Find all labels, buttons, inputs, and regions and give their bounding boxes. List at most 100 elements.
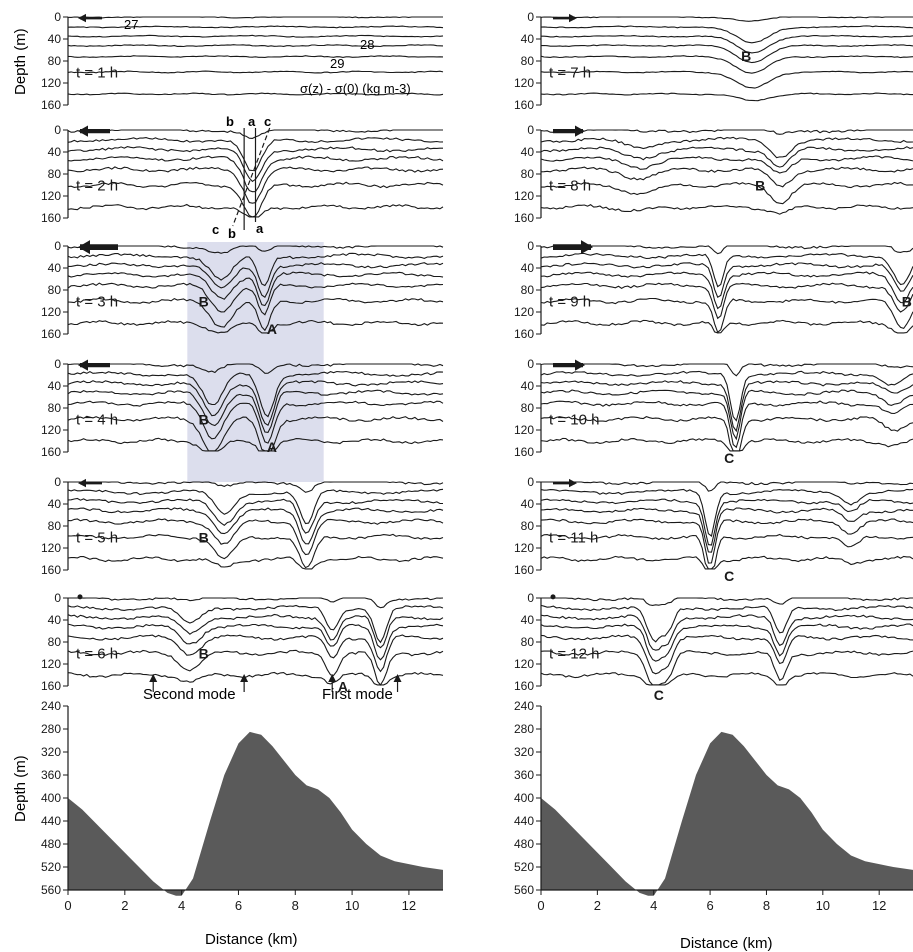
isopycnal-line xyxy=(67,518,444,556)
arrow-head xyxy=(78,359,88,371)
depth-tick-label: 40 xyxy=(48,613,62,627)
isopycnal-line xyxy=(540,146,913,168)
isopycnal-line xyxy=(540,136,913,159)
flow-arrow-right-icon xyxy=(553,13,577,23)
time-label: t = 6 h xyxy=(76,646,118,663)
section-mark-b-top: b xyxy=(226,114,234,129)
isopycnal-line xyxy=(67,671,444,686)
flow-arrow-left-icon xyxy=(78,478,102,488)
isopycnal-line xyxy=(540,555,913,570)
depth-tick-label: 0 xyxy=(527,357,534,371)
isopycnal-line xyxy=(540,498,913,546)
isopycnal-line xyxy=(540,634,913,675)
depth-tick-label: 80 xyxy=(521,283,535,297)
depth-tick-label: 40 xyxy=(521,145,535,159)
time-label: t = 1 h xyxy=(76,65,118,82)
feature-label-a: A xyxy=(267,439,277,455)
depth-tick-label: 0 xyxy=(54,239,61,253)
depth-tick-label: 40 xyxy=(521,613,535,627)
slack-tide-dot-icon xyxy=(550,594,556,600)
isopycnal-line xyxy=(67,370,444,418)
isopycnal-line xyxy=(67,34,444,38)
isopycnal-line xyxy=(540,437,913,452)
depth-tick-label: 80 xyxy=(521,635,535,649)
depth-tick-label: 120 xyxy=(41,541,61,555)
depth-tick-label: 160 xyxy=(41,445,61,459)
feature-label-a: A xyxy=(267,321,277,337)
depth-tick-label: 120 xyxy=(514,423,534,437)
depth-tick-label: 120 xyxy=(514,657,534,671)
bathymetry-tick-label: 440 xyxy=(514,814,534,828)
depth-tick-label: 80 xyxy=(48,167,62,181)
bathymetry-tick-label: 280 xyxy=(41,722,61,736)
section-line-c xyxy=(232,127,271,227)
isopycnal-line xyxy=(540,252,913,288)
isopycnal-line xyxy=(67,634,444,673)
arrow-head xyxy=(575,359,585,371)
arrow-head xyxy=(78,240,90,255)
isopycnal-line xyxy=(68,481,444,493)
depth-tick-label: 120 xyxy=(514,189,534,203)
depth-tick-label: 0 xyxy=(54,10,61,24)
second-mode-bracket xyxy=(149,674,249,692)
isopycnal-line xyxy=(540,614,913,651)
isopycnal-line xyxy=(541,481,913,492)
depth-tick-label: 120 xyxy=(41,657,61,671)
distance-tick-label: 4 xyxy=(650,898,657,913)
bracket-arrow xyxy=(240,674,249,682)
isopycnal-line xyxy=(540,415,913,452)
depth-tick-label: 0 xyxy=(527,239,534,253)
feature-label-c: C xyxy=(724,568,734,584)
isopycnal-line xyxy=(67,319,444,334)
depth-tick-label: 0 xyxy=(527,123,534,137)
isopycnal-line xyxy=(67,25,444,29)
feature-label-b: B xyxy=(199,412,209,428)
depth-tick-label: 40 xyxy=(48,379,62,393)
arrow-head xyxy=(78,125,88,137)
bathymetry-depth-axis-label: Depth (m) xyxy=(12,755,29,822)
isopycnal-label-28: 28 xyxy=(360,37,374,52)
isopycnal-line xyxy=(540,623,913,662)
distance-tick-label: 6 xyxy=(706,898,713,913)
feature-label-b: B xyxy=(199,530,209,546)
isopycnal-line xyxy=(540,518,913,564)
depth-tick-label: 160 xyxy=(514,563,534,577)
distance-tick-label: 0 xyxy=(64,898,71,913)
time-label: t = 7 h xyxy=(549,65,591,82)
feature-label-b: B xyxy=(902,294,912,310)
bathymetry-tick-label: 280 xyxy=(514,722,534,736)
isopycnal-label-27: 27 xyxy=(124,17,138,32)
isopycnal-line xyxy=(67,245,444,254)
isopycnal-line xyxy=(540,400,913,449)
isopycnal-line xyxy=(67,380,444,427)
distance-tick-label: 10 xyxy=(345,898,359,913)
bathymetry-tick-label: 360 xyxy=(514,768,534,782)
bathymetry-ridge xyxy=(68,731,443,896)
depth-tick-label: 160 xyxy=(41,211,61,225)
depth-tick-label: 120 xyxy=(41,189,61,203)
depth-tick-label: 160 xyxy=(514,679,534,693)
isopycnal-line xyxy=(540,650,913,686)
depth-tick-label: 120 xyxy=(41,423,61,437)
depth-tick-label: 80 xyxy=(48,54,62,68)
depth-tick-label: 0 xyxy=(54,123,61,137)
bathymetry-tick-label: 360 xyxy=(41,768,61,782)
feature-label-b: B xyxy=(199,646,209,662)
depth-tick-label: 0 xyxy=(527,591,534,605)
isopycnal-line xyxy=(67,282,444,316)
depth-tick-label: 120 xyxy=(41,305,61,319)
isopycnal-line xyxy=(540,604,913,643)
isopycnal-line xyxy=(67,488,444,525)
depth-tick-label: 160 xyxy=(514,211,534,225)
bathymetry-tick-label: 400 xyxy=(514,791,534,805)
bathymetry-ridge xyxy=(541,731,913,896)
distance-tick-label: 8 xyxy=(763,898,770,913)
distance-tick-label: 2 xyxy=(121,898,128,913)
isopycnal-line xyxy=(67,533,444,569)
isopycnal-line xyxy=(540,507,913,553)
bathymetry-tick-label: 320 xyxy=(41,745,61,759)
feature-label-b: B xyxy=(741,48,751,64)
section-mark-b-bottom: b xyxy=(228,226,236,241)
depth-tick-label: 0 xyxy=(54,591,61,605)
